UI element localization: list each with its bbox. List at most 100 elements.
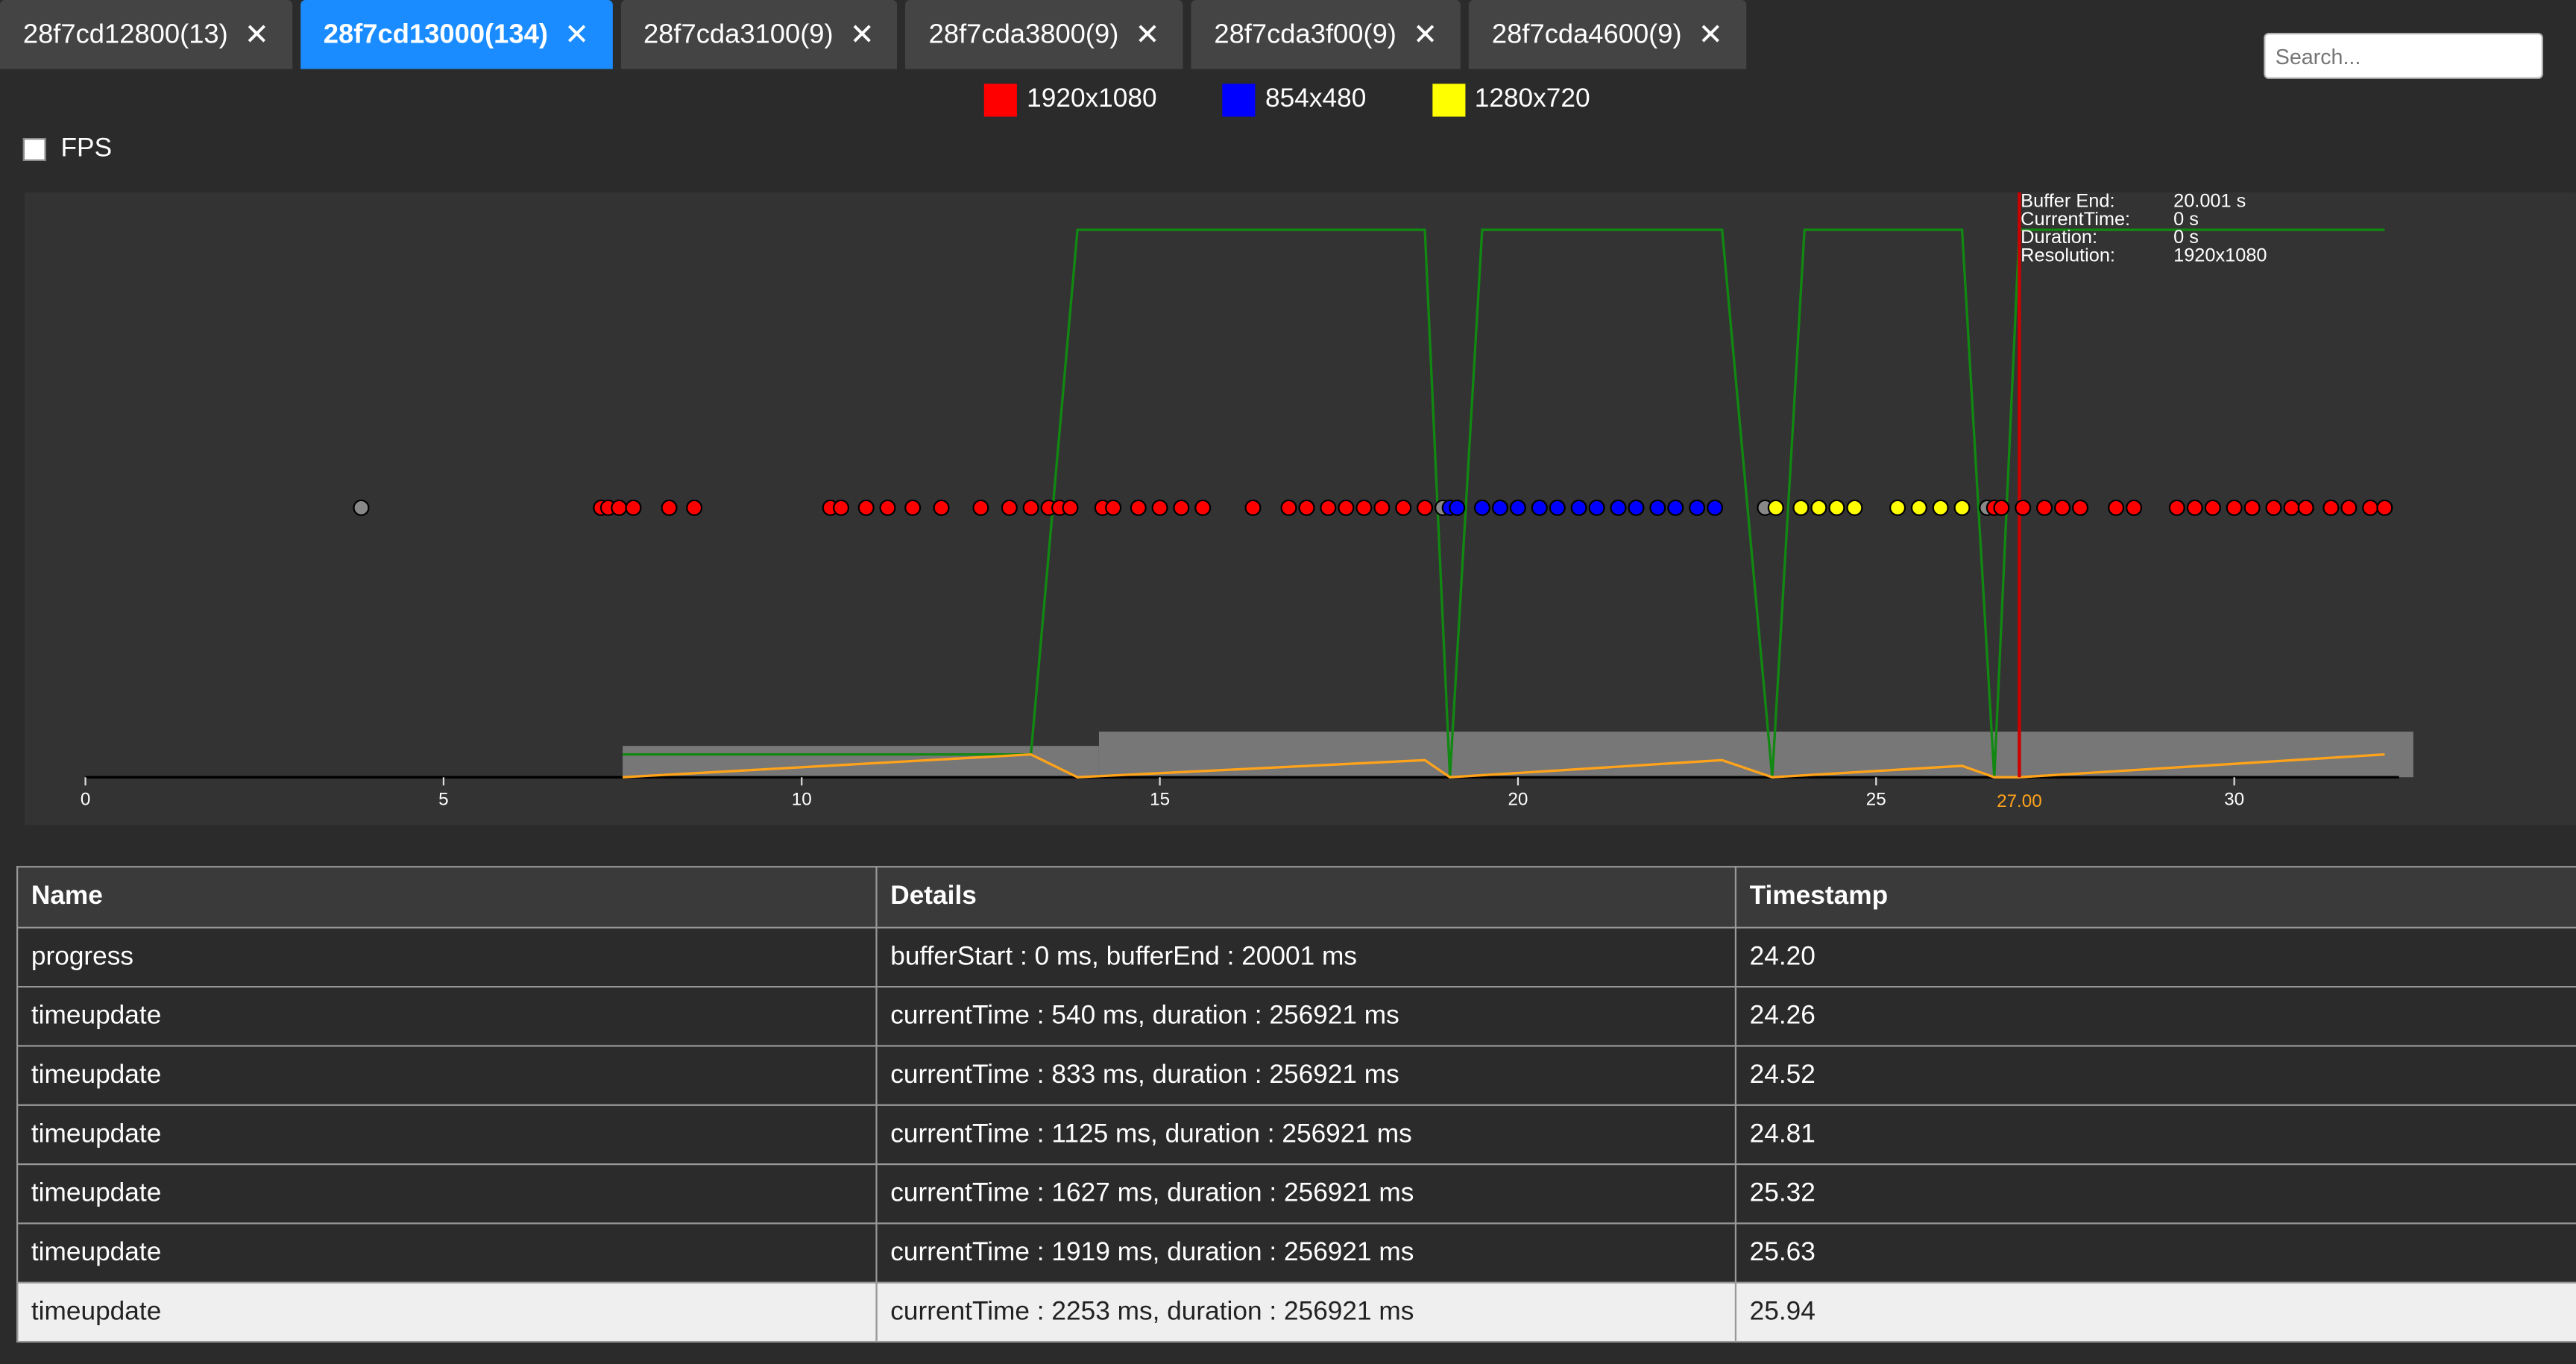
event-point[interactable]: [1280, 499, 1297, 516]
event-point[interactable]: [2015, 499, 2032, 516]
event-point[interactable]: [1022, 499, 1039, 516]
event-point[interactable]: [1810, 499, 1827, 516]
event-point[interactable]: [1449, 499, 1466, 516]
close-icon[interactable]: ✕: [1412, 17, 1438, 51]
event-point[interactable]: [1846, 499, 1863, 516]
tab-28f7cda3100[interactable]: 28f7cda3100(9) ✕: [620, 0, 898, 69]
event-point[interactable]: [1130, 499, 1147, 516]
event-point[interactable]: [933, 499, 950, 516]
event-point[interactable]: [1194, 499, 1212, 516]
close-icon[interactable]: ✕: [1135, 17, 1160, 51]
table-row[interactable]: timeupdate currentTime : 833 ms, duratio…: [16, 1045, 2576, 1106]
event-point[interactable]: [1338, 499, 1355, 516]
close-icon[interactable]: ✕: [849, 17, 875, 51]
timeline-chart[interactable]: 0 5 10 15 20 25 30 27.00 Buffer End: 20.001 s C…: [25, 192, 2576, 826]
event-point[interactable]: [1707, 499, 1724, 516]
event-point[interactable]: [2283, 499, 2300, 516]
event-point[interactable]: [2265, 499, 2282, 516]
event-point[interactable]: [833, 499, 850, 516]
table-row[interactable]: progress bufferStart : 0 ms, bufferEnd :…: [16, 926, 2576, 988]
table-row-selected[interactable]: timeupdate currentTime : 2253 ms, durati…: [16, 1281, 2576, 1343]
event-point[interactable]: [1889, 499, 1906, 516]
column-header-name[interactable]: Name: [16, 866, 878, 928]
table-row[interactable]: timeupdate currentTime : 1919 ms, durati…: [16, 1222, 2576, 1283]
event-point[interactable]: [2186, 499, 2203, 516]
close-icon[interactable]: ✕: [1698, 17, 1723, 51]
fps-toggle[interactable]: FPS: [22, 135, 112, 165]
event-point[interactable]: [1417, 499, 1434, 516]
event-point[interactable]: [1649, 499, 1666, 516]
event-point[interactable]: [1610, 499, 1627, 516]
event-point[interactable]: [1570, 499, 1587, 516]
column-header-details[interactable]: Details: [875, 866, 1736, 928]
event-point[interactable]: [1910, 499, 1927, 516]
event-point[interactable]: [1689, 499, 1706, 516]
event-point[interactable]: [2340, 499, 2358, 516]
event-point[interactable]: [1173, 499, 1190, 516]
event-point[interactable]: [1320, 499, 1337, 516]
event-point[interactable]: [2126, 499, 2143, 516]
search-input[interactable]: [2264, 33, 2543, 79]
column-header-timestamp[interactable]: Timestamp: [1734, 866, 2576, 928]
event-point[interactable]: [1001, 499, 1018, 516]
event-point[interactable]: [1953, 499, 1971, 516]
event-point[interactable]: [1828, 499, 1845, 516]
timeline-svg[interactable]: 0 5 10 15 20 25 30 27.00: [25, 192, 2576, 825]
legend-label: 854x480: [1265, 85, 1367, 114]
event-point[interactable]: [1628, 499, 1645, 516]
legend-swatch: [983, 84, 1017, 117]
close-icon[interactable]: ✕: [564, 17, 590, 51]
event-point[interactable]: [2036, 499, 2053, 516]
event-point[interactable]: [2243, 499, 2261, 516]
event-point[interactable]: [1395, 499, 1412, 516]
event-point[interactable]: [1473, 499, 1490, 516]
tab-28f7cd13000[interactable]: 28f7cd13000(134) ✕: [300, 0, 613, 69]
event-point[interactable]: [1932, 499, 1949, 516]
event-point[interactable]: [353, 499, 370, 516]
event-point[interactable]: [1491, 499, 1508, 516]
event-point[interactable]: [1667, 499, 1684, 516]
tab-28f7cd12800[interactable]: 28f7cd12800(13) ✕: [0, 0, 292, 69]
event-point[interactable]: [2108, 499, 2125, 516]
event-point[interactable]: [625, 499, 642, 516]
tab-28f7cda3800[interactable]: 28f7cda3800(9) ✕: [905, 0, 1183, 69]
event-point[interactable]: [2323, 499, 2340, 516]
event-point[interactable]: [2054, 499, 2071, 516]
tab-28f7cda4600[interactable]: 28f7cda4600(9) ✕: [1469, 0, 1746, 69]
event-point[interactable]: [2204, 499, 2221, 516]
event-point[interactable]: [1549, 499, 1566, 516]
table-row[interactable]: timeupdate currentTime : 1125 ms, durati…: [16, 1104, 2576, 1166]
event-point[interactable]: [1531, 499, 1548, 516]
event-point[interactable]: [686, 499, 703, 516]
event-point[interactable]: [1767, 499, 1784, 516]
event-point[interactable]: [1373, 499, 1391, 516]
event-point[interactable]: [1509, 499, 1526, 516]
event-point[interactable]: [661, 499, 678, 516]
event-point[interactable]: [1062, 499, 1079, 516]
event-point[interactable]: [1792, 499, 1810, 516]
event-point[interactable]: [904, 499, 922, 516]
table-row[interactable]: timeupdate currentTime : 1627 ms, durati…: [16, 1163, 2576, 1225]
close-icon[interactable]: ✕: [244, 17, 270, 51]
tab-28f7cda3f00[interactable]: 28f7cda3f00(9) ✕: [1191, 0, 1461, 69]
event-point[interactable]: [2376, 499, 2393, 516]
event-point[interactable]: [1298, 499, 1315, 516]
event-point[interactable]: [1151, 499, 1168, 516]
event-point[interactable]: [972, 499, 989, 516]
event-point[interactable]: [1105, 499, 1122, 516]
event-point[interactable]: [2072, 499, 2089, 516]
event-point[interactable]: [1355, 499, 1373, 516]
event-point[interactable]: [1244, 499, 1262, 516]
event-point[interactable]: [1993, 499, 2010, 516]
fps-checkbox[interactable]: [22, 138, 46, 161]
event-point[interactable]: [857, 499, 875, 516]
event-point[interactable]: [2226, 499, 2243, 516]
event-point[interactable]: [2168, 499, 2185, 516]
event-point[interactable]: [2297, 499, 2314, 516]
event-point[interactable]: [611, 499, 628, 516]
event-point[interactable]: [2362, 499, 2379, 516]
event-point[interactable]: [879, 499, 896, 516]
table-row[interactable]: timeupdate currentTime : 540 ms, duratio…: [16, 986, 2576, 1047]
cell-details: bufferStart : 0 ms, bufferEnd : 20001 ms: [875, 926, 1736, 988]
event-point[interactable]: [1588, 499, 1605, 516]
